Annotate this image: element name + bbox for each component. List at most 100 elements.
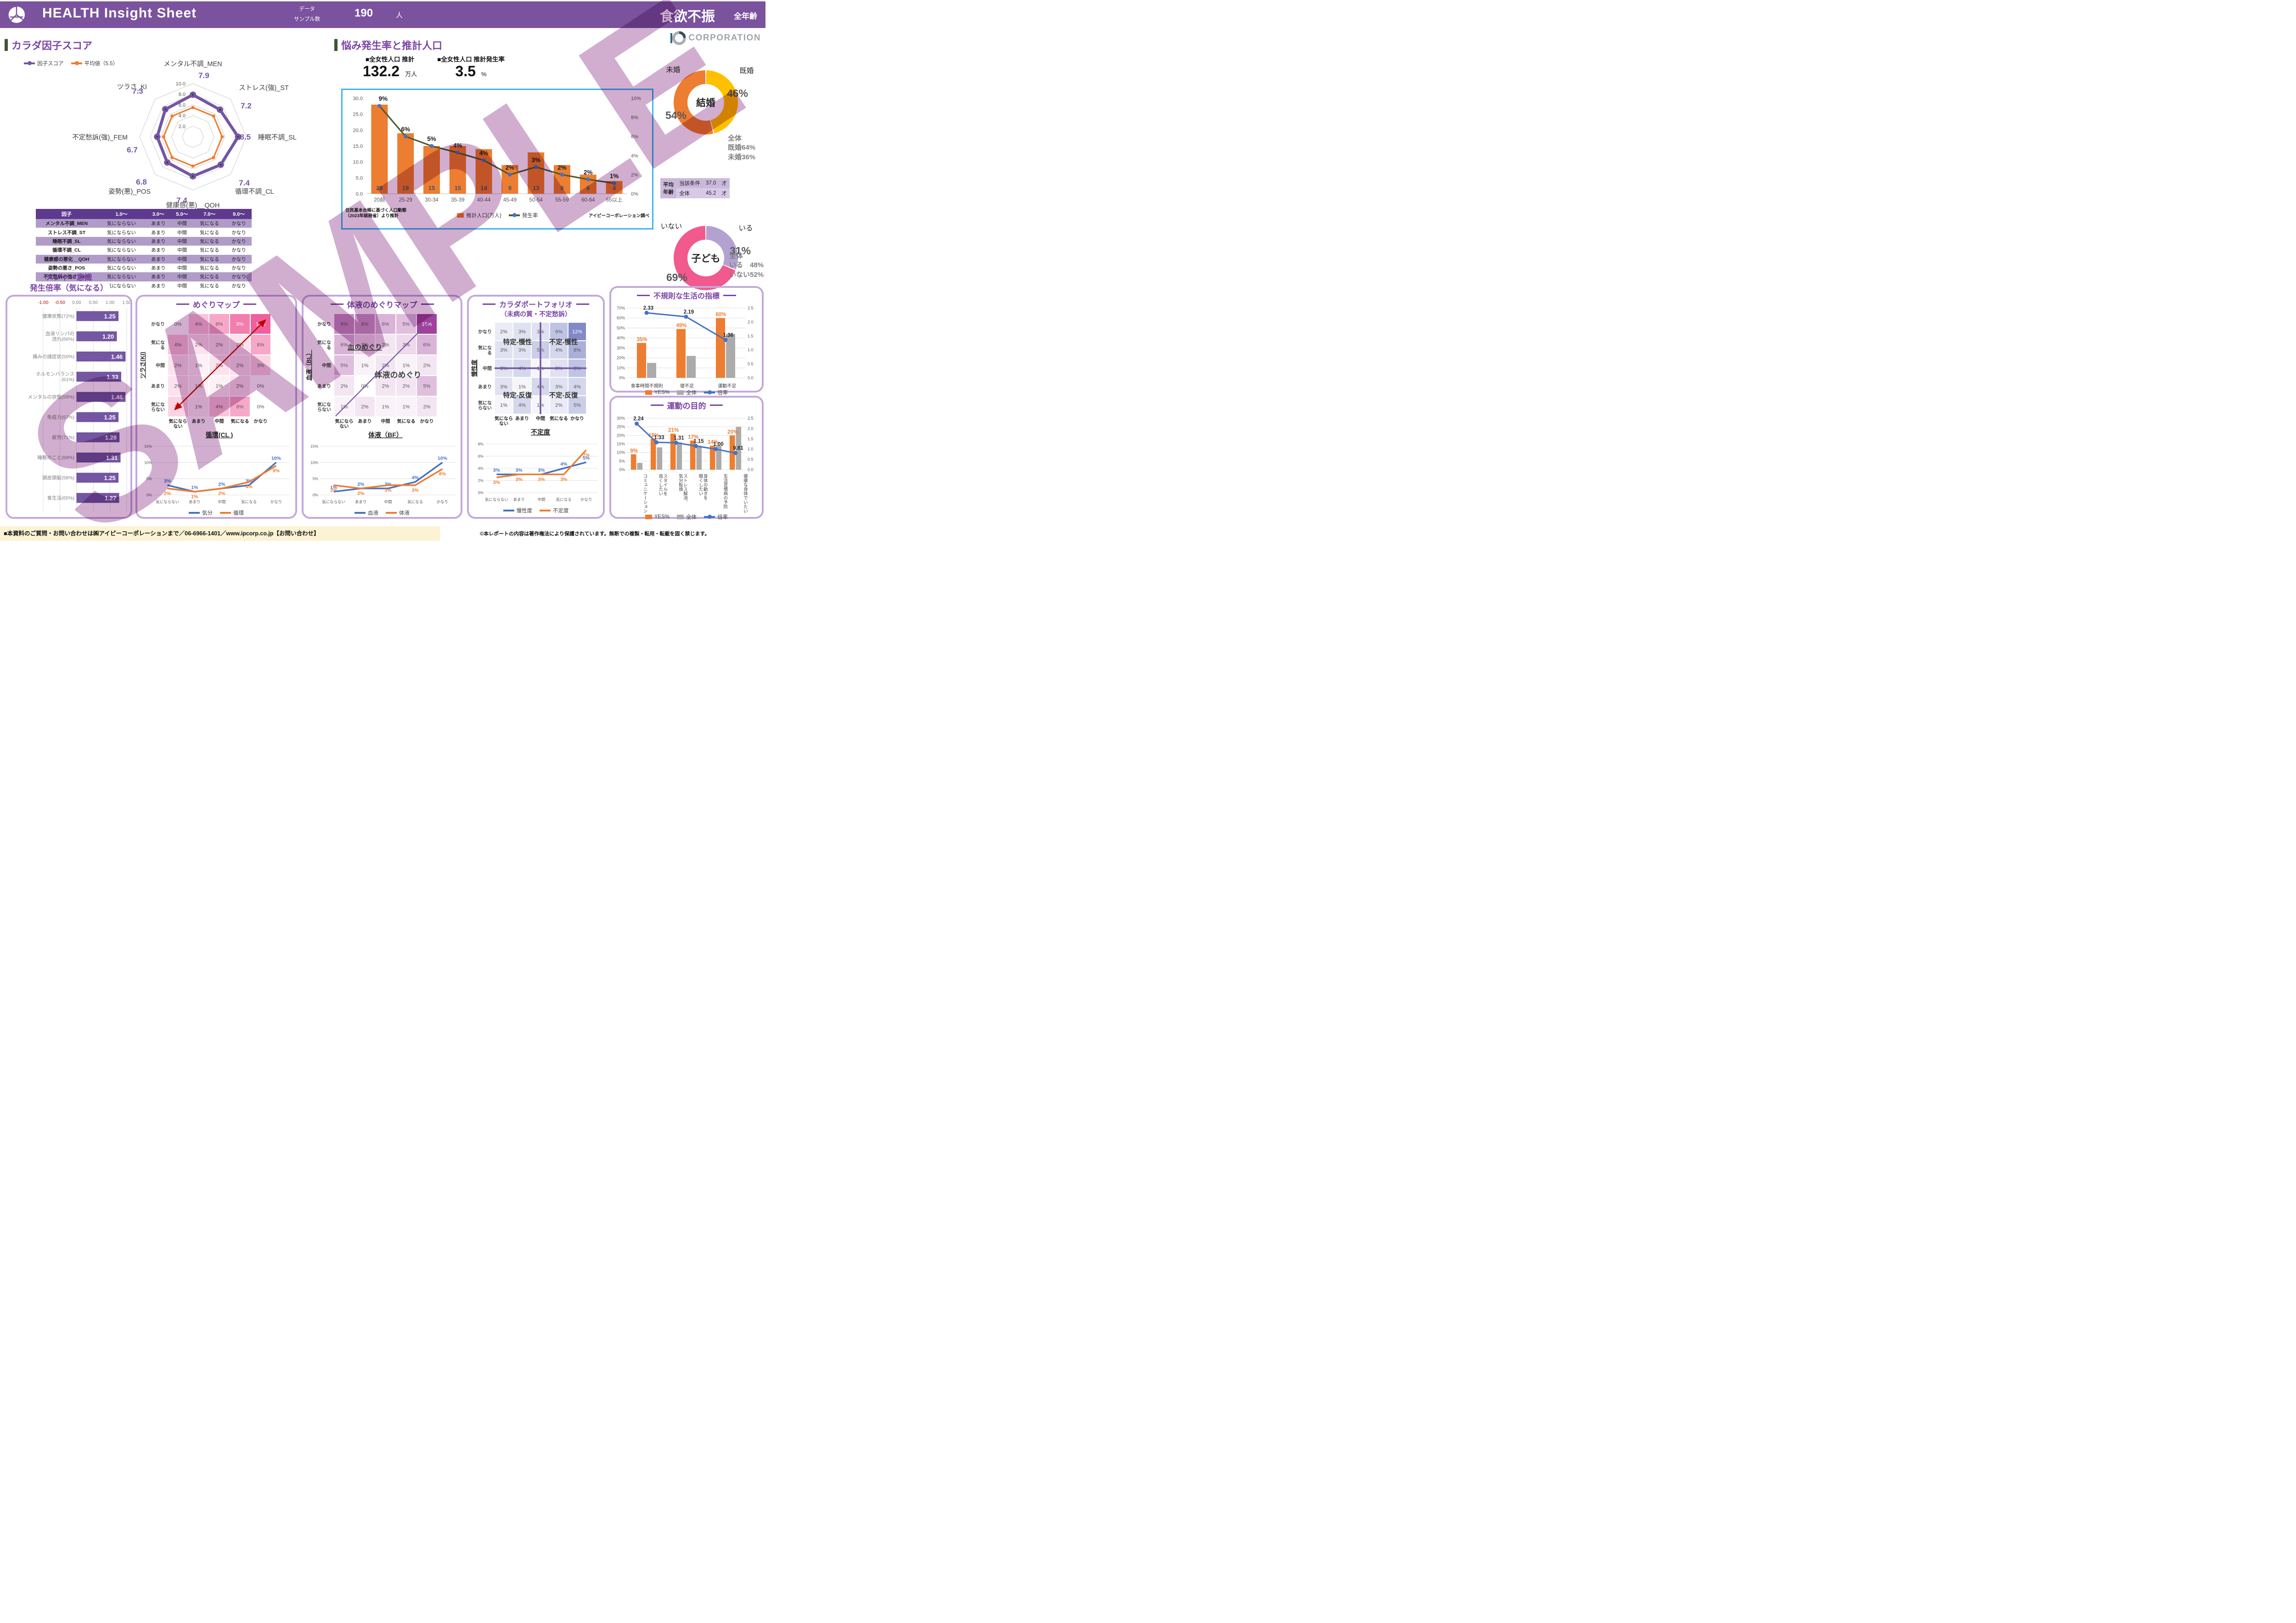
svg-text:慢性度: 慢性度 (471, 359, 478, 377)
svg-text:体液のめぐり: 体液のめぐり (375, 371, 422, 380)
svg-text:10%: 10% (271, 455, 281, 461)
svg-text:0.81: 0.81 (733, 446, 743, 451)
svg-text:姿勢(悪)_POS: 姿勢(悪)_POS (108, 188, 151, 196)
svg-text:-1.00: -1.00 (38, 300, 49, 305)
taieki-map-panel: 体液のめぐりマップ かなり 9% 8% 6% 5% 15% 気になる 6% 3% 2% 3% 6% 中間… (302, 295, 462, 519)
svg-text:6%: 6% (478, 454, 484, 459)
average-age-table: 平均 年齢 当該条件 37.0 才全体 45.2 才 (660, 178, 730, 198)
svg-text:あまり: あまり (151, 383, 165, 389)
irregular-life-panel: 不規則な生活の指標 0% 10% 20% 30% 40% 50% 60% 70% 0.0 0.5 1… (609, 286, 764, 396)
svg-text:中間: 中間 (384, 500, 392, 504)
svg-text:1.25: 1.25 (104, 475, 115, 482)
svg-text:2%: 2% (195, 343, 203, 348)
svg-text:4%: 4% (174, 343, 182, 348)
svg-text:気になる: 気になる (397, 418, 416, 424)
svg-text:2%: 2% (506, 164, 515, 171)
svg-text:あまり: あまり (358, 418, 372, 424)
svg-text:14%: 14% (708, 440, 718, 445)
svg-text:7.2: 7.2 (241, 101, 252, 110)
svg-text:30%: 30% (617, 346, 625, 350)
svg-text:6%: 6% (382, 322, 389, 327)
svg-text:2%: 2% (357, 482, 365, 487)
svg-text:1.28: 1.28 (105, 434, 117, 441)
svg-text:2.0: 2.0 (748, 320, 754, 324)
logo-text: CORPORATION (688, 33, 761, 43)
svg-text:結婚: 結婚 (696, 97, 715, 108)
svg-text:血液（BL）: 血液（BL） (305, 350, 312, 381)
svg-text:5%: 5% (574, 403, 581, 408)
children-donut-chart: いる いない 31% 69% 子ども (661, 222, 753, 290)
svg-text:60-64: 60-64 (581, 197, 595, 203)
svg-text:10%: 10% (144, 460, 152, 465)
svg-text:0.00: 0.00 (72, 300, 81, 305)
svg-text:5%: 5% (341, 363, 348, 369)
sample-label: データ サンプル数 (294, 6, 321, 22)
svg-text:0%: 0% (313, 493, 319, 497)
major-awareness-bar-chart: -1.00 -0.50 0.00 0.50 1.00 1.50 1.25 健康状態(72%) 1… (28, 300, 131, 511)
svg-text:2%: 2% (341, 384, 348, 389)
svg-text:13: 13 (533, 185, 539, 191)
svg-text:15%: 15% (144, 444, 152, 449)
svg-text:1%: 1% (216, 384, 223, 389)
svg-text:3%: 3% (361, 343, 369, 348)
svg-text:19: 19 (402, 185, 409, 191)
factor-radar-chart: 10.0 8.0 6.0 4.0 2.0 メンタル不調_MEN ストレス(強)_ST 睡眠不調… (72, 60, 297, 209)
svg-text:28: 28 (376, 185, 383, 191)
svg-text:8%: 8% (361, 322, 369, 327)
radar-legend: 因子スコア 平均値（5.5） (24, 60, 118, 67)
svg-text:3%: 3% (384, 488, 392, 493)
svg-text:気になる: 気になる (317, 340, 331, 351)
svg-text:不定度: 不定度 (531, 428, 551, 436)
svg-text:6%: 6% (401, 126, 410, 133)
svg-text:循環不調_CL: 循環不調_CL (235, 188, 274, 196)
svg-text:4%: 4% (478, 466, 484, 471)
svg-text:6%: 6% (236, 404, 244, 410)
irregular-life-title: 不規則な生活の指標 (611, 290, 762, 301)
ip-corporation-logo: CORPORATION (670, 30, 761, 46)
svg-text:中間: 中間 (537, 497, 545, 502)
svg-text:疲労(71%): 疲労(71%) (52, 434, 74, 440)
svg-text:15: 15 (428, 185, 435, 191)
svg-text:1%: 1% (403, 363, 410, 369)
svg-text:2%: 2% (423, 404, 431, 410)
svg-text:既婚: 既婚 (739, 67, 754, 75)
svg-text:0%: 0% (146, 493, 152, 497)
taieki-heatmap: かなり9%8%6%5%15%気になる6%3%2%3%6%中間5%1%2%1%2%… (305, 314, 437, 438)
svg-text:あまり: あまり (355, 500, 367, 504)
factor-score-table: 因子 1.0〜 3.0〜 5.0〜 7.0〜 9.0〜 メンタル不調_MEN 気にならない あま… (36, 209, 252, 290)
svg-text:1%: 1% (195, 404, 203, 410)
svg-text:気にならない: 気にならない (494, 416, 513, 427)
svg-text:50%: 50% (617, 326, 625, 330)
svg-text:1.5: 1.5 (748, 334, 754, 338)
population-legend: 推計人口(万人) 発生率 (457, 212, 538, 219)
section-bar (334, 39, 338, 51)
svg-text:不定-反復: 不定-反復 (549, 391, 578, 399)
svg-text:1%: 1% (195, 363, 203, 369)
svg-text:55-59: 55-59 (555, 197, 568, 203)
svg-text:0%: 0% (174, 322, 182, 327)
svg-text:かなり: かなり (580, 497, 592, 502)
svg-text:4: 4 (613, 185, 616, 191)
svg-text:気になる: 気になる (478, 345, 492, 356)
svg-text:2%: 2% (164, 491, 171, 496)
svg-text:気にならない: 気にならない (151, 402, 165, 413)
svg-text:中間: 中間 (322, 363, 331, 369)
svg-text:1%: 1% (191, 485, 198, 490)
svg-text:10%: 10% (631, 96, 641, 101)
portfolio-panel: カラダポートフォリオ （未病の質・不定愁訴） かなり 2% 3% 3% 6% 12% 気にな… (467, 295, 605, 519)
svg-text:7.4: 7.4 (176, 196, 187, 205)
svg-text:3%: 3% (412, 488, 419, 493)
stat-total-population: ■全女性人口 推計 132.2 万人 (363, 56, 417, 79)
svg-text:46%: 46% (727, 87, 748, 99)
major-awareness-panel: -1.00 -0.50 0.00 0.50 1.00 1.50 1.25 健康状態(72%) 1… (6, 295, 132, 519)
contact-footer: ■本資料のご質問・お問い合わせは㈱アイピーコーポレーションまで／06-6966-… (0, 526, 440, 541)
svg-text:2.0: 2.0 (179, 124, 186, 129)
taieki-legend: 血液 体液 (304, 509, 461, 517)
svg-text:子ども: 子ども (692, 253, 720, 264)
svg-text:20前: 20前 (374, 197, 385, 203)
svg-text:1%: 1% (191, 494, 198, 500)
svg-text:50-54: 50-54 (529, 197, 543, 203)
svg-text:6.0: 6.0 (179, 102, 186, 108)
svg-text:あまり: あまり (317, 383, 331, 389)
